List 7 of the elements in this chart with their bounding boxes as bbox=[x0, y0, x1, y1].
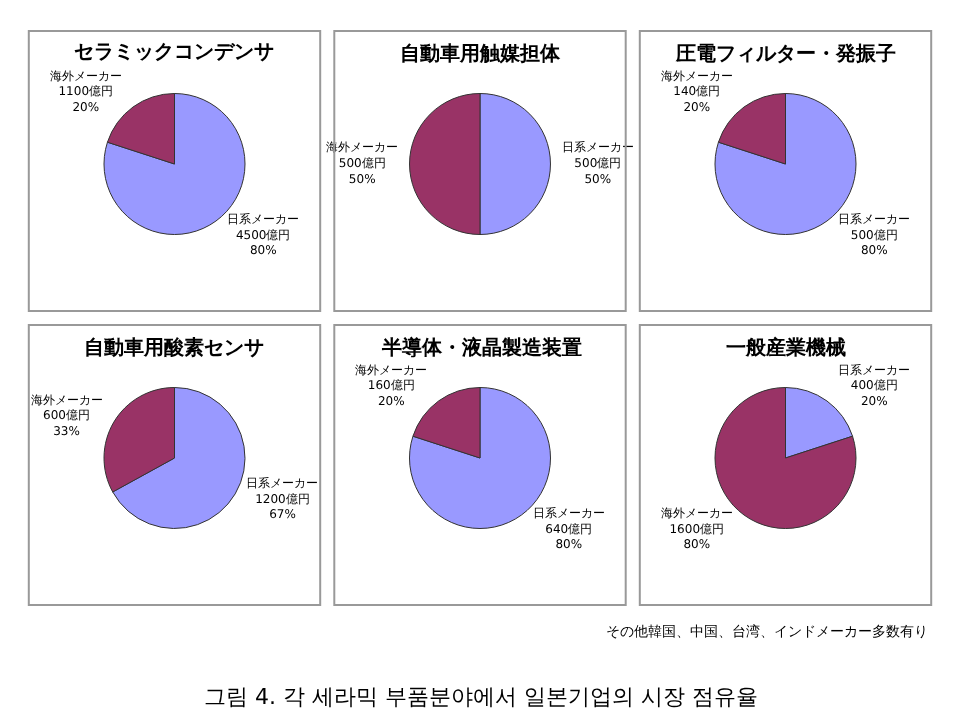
chart-title: 自動車用酸素センサ bbox=[84, 336, 264, 360]
chart-title: セラミックコンデンサ bbox=[74, 42, 274, 64]
caption: 그림 4. 각 세라믹 부품분야에서 일본기업의 시장 점유율 bbox=[204, 684, 758, 710]
chart-title: 自動車用触媒担体 bbox=[400, 42, 562, 66]
chart-title: 半導体・液晶製造装置 bbox=[380, 336, 582, 360]
chart-title: 圧電フィルター・発振子 bbox=[674, 42, 896, 66]
chart-title: 一般産業機械 bbox=[726, 336, 846, 360]
